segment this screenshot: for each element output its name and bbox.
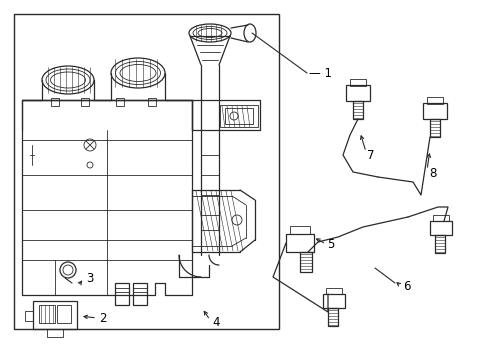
Bar xyxy=(435,235,445,253)
Bar xyxy=(346,85,370,101)
Text: 5: 5 xyxy=(327,238,334,251)
Bar xyxy=(115,283,129,305)
Ellipse shape xyxy=(111,58,165,88)
Bar xyxy=(328,308,338,326)
Ellipse shape xyxy=(244,24,256,42)
Ellipse shape xyxy=(42,66,94,94)
Bar xyxy=(47,329,63,337)
Bar xyxy=(286,234,314,252)
Ellipse shape xyxy=(198,28,222,37)
Bar xyxy=(25,311,33,321)
Text: 2: 2 xyxy=(99,311,106,324)
Bar xyxy=(14,14,279,329)
Bar xyxy=(133,283,147,305)
Bar xyxy=(430,221,452,235)
Bar xyxy=(350,79,366,86)
Bar xyxy=(116,98,124,106)
Bar xyxy=(220,105,258,127)
Bar xyxy=(148,98,156,106)
Bar xyxy=(423,103,447,119)
Bar xyxy=(353,101,363,119)
Bar xyxy=(433,215,449,221)
Bar xyxy=(323,294,345,308)
Bar xyxy=(39,305,55,323)
Text: — 1: — 1 xyxy=(309,67,332,80)
Bar xyxy=(290,226,310,234)
Text: 8: 8 xyxy=(429,166,437,180)
Bar xyxy=(57,305,71,323)
Ellipse shape xyxy=(46,69,90,91)
Text: 7: 7 xyxy=(367,149,374,162)
Text: 3: 3 xyxy=(86,271,94,284)
Bar xyxy=(51,98,59,106)
Text: 4: 4 xyxy=(212,316,220,329)
Bar xyxy=(81,98,89,106)
Bar xyxy=(326,288,342,294)
Ellipse shape xyxy=(50,72,85,88)
Bar xyxy=(427,97,443,104)
Bar xyxy=(225,108,253,124)
Ellipse shape xyxy=(120,64,156,81)
Ellipse shape xyxy=(189,24,231,42)
Ellipse shape xyxy=(193,27,227,40)
Bar xyxy=(33,301,77,329)
Ellipse shape xyxy=(116,62,161,85)
Text: 6: 6 xyxy=(403,279,411,292)
Bar xyxy=(300,252,312,272)
Bar xyxy=(430,119,440,137)
